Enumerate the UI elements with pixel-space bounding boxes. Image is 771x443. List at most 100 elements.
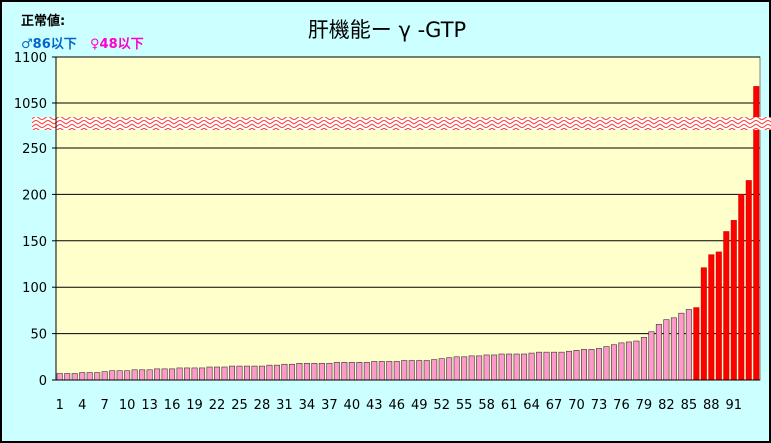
bar [296,362,303,381]
bar [513,353,520,381]
x-tick-label: 61 [501,398,518,413]
y-tick-label: 100 [22,281,47,296]
x-tick-label: 31 [276,398,293,413]
bar [476,355,483,381]
bar [625,341,632,381]
bar [581,349,587,381]
bar [214,366,221,381]
x-tick-label: 43 [366,398,383,413]
y-tick-label: 1050 [14,97,47,112]
bar [678,312,685,381]
x-tick-label: 1 [56,398,64,413]
bar [416,360,423,381]
bar [273,364,280,381]
x-tick-label: 76 [613,398,630,413]
bar [64,373,71,381]
bar [453,356,460,381]
bar [618,342,625,381]
bar [221,366,228,381]
bar [566,350,573,381]
bar [648,331,655,381]
bar [311,362,318,381]
bar [71,373,78,381]
bar [693,307,700,381]
x-tick-label: 79 [636,398,653,413]
bar [386,361,393,381]
bar [655,324,662,381]
bar [610,344,617,381]
x-tick-label: 73 [591,398,608,413]
x-tick-label: 40 [344,398,361,413]
bar [79,372,86,381]
normal-values-label: 正常値: [21,14,66,29]
bar [663,319,670,381]
bar [363,362,370,381]
bar [738,194,745,381]
bar [206,366,213,381]
bar [393,361,400,381]
axis-break-pattern [32,117,771,130]
chart-title: 肝機能ー γ -GTP [307,18,467,42]
x-tick-label: 67 [546,398,563,413]
bar [333,362,340,381]
bar [491,354,498,381]
bars [56,86,760,381]
x-tick-label: 25 [231,398,248,413]
x-tick-label: 13 [141,398,158,413]
bar [86,372,93,381]
bar [461,356,468,381]
bar [483,354,490,381]
bar [94,372,101,381]
bar [371,361,378,381]
bar [558,351,565,381]
bar [438,358,445,381]
x-tick-label: 58 [478,398,495,413]
bar [708,254,715,381]
bar [56,373,63,381]
x-tick-label: 16 [164,398,181,413]
bar [528,352,535,381]
x-tick-label: 46 [388,398,405,413]
bar [543,351,550,381]
x-tick-label: 64 [523,398,540,413]
bar [595,348,602,381]
bar [730,220,737,381]
bar [303,362,310,381]
bar [191,367,198,381]
bar [536,351,543,381]
bar [588,349,595,381]
bar [633,340,640,381]
plot-area [55,56,761,381]
bar [146,369,153,381]
bar [184,367,191,381]
bar [573,350,580,381]
bar [131,369,138,381]
axes: 0 50 100 150 200 250 1050 1100 1 4 7 10 13 16 19 22 25 28… [14,51,760,413]
bar [176,367,183,381]
y-tick-label: 50 [30,328,47,343]
bar [154,368,161,381]
bar [408,360,415,381]
x-tick-label: 82 [658,398,675,413]
bar [251,365,258,381]
bar [109,370,116,381]
x-tick-label: 85 [681,398,698,413]
bar [446,357,453,381]
normal-value-female: ♀48以下 [90,37,144,52]
bar [258,365,265,381]
bar [640,337,647,381]
bar [431,359,438,381]
normal-value-male: ♂86以下 [21,37,77,52]
bar [506,353,513,381]
bar [243,365,250,381]
bar [101,371,108,381]
bar [139,369,146,381]
bar [341,362,348,381]
bar [670,317,677,381]
bar [229,365,235,381]
bar [161,368,168,381]
x-tick-label: 37 [321,398,338,413]
x-tick-label: 55 [456,398,473,413]
bar [685,309,692,381]
